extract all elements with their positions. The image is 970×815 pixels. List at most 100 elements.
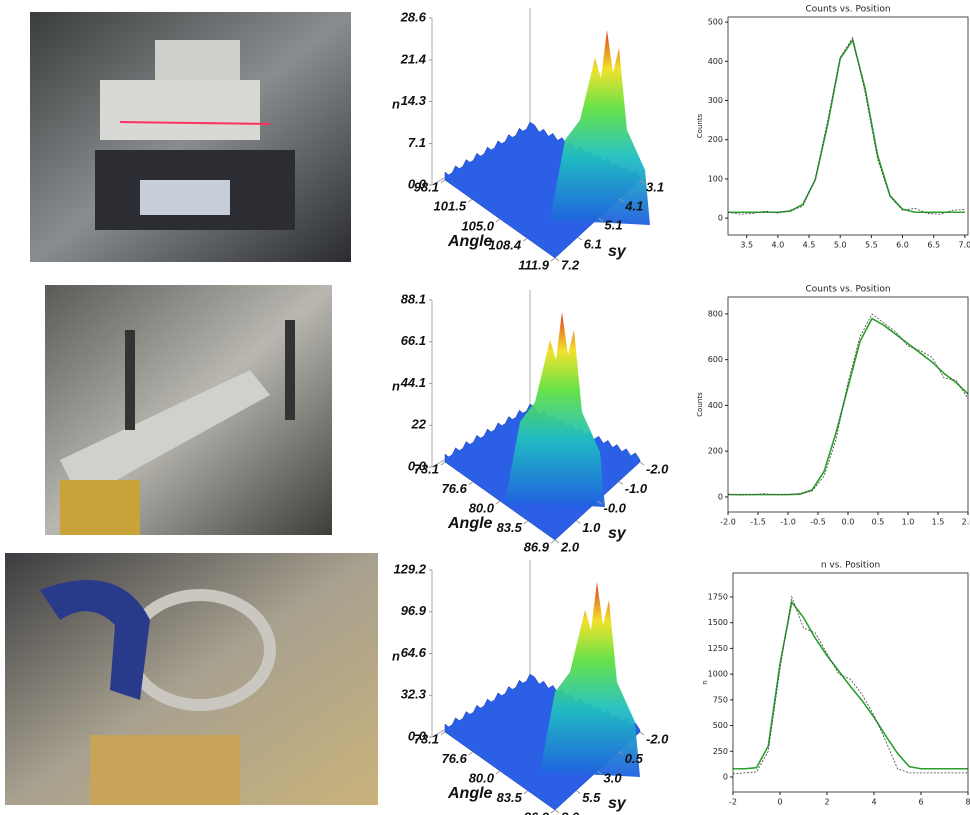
- z-axis-label: n: [392, 648, 400, 663]
- data-line: [728, 38, 965, 214]
- z-tick-label: 96.9: [401, 603, 427, 618]
- x-tick-label: -0.5: [810, 518, 826, 527]
- plot-frame: [728, 17, 968, 235]
- y-tick-label: 0: [718, 214, 723, 223]
- x-tick-label: 3.5: [740, 241, 753, 250]
- x-tick-label: 4.5: [803, 241, 816, 250]
- x-tick-label: 98.1: [414, 179, 439, 194]
- y-tick: [619, 482, 623, 485]
- y-tick: [578, 237, 582, 240]
- y-axis-label: sy: [608, 525, 627, 542]
- y-tick-label: 400: [708, 401, 723, 410]
- z-tick-label: 44.1: [400, 375, 426, 390]
- x-tick-label: 105.0: [461, 218, 494, 233]
- y-tick-label: 100: [708, 174, 723, 183]
- y-tick-label: 200: [708, 135, 723, 144]
- y-axis-label: Counts: [696, 392, 704, 417]
- y-tick-label: 250: [713, 747, 728, 756]
- x-tick: [441, 462, 445, 465]
- x-tick-label: 80.0: [469, 770, 495, 785]
- y-tick-label: 500: [708, 18, 723, 27]
- x-tick-label: 0: [777, 798, 782, 807]
- x-axis-label: Angle: [447, 233, 493, 250]
- plot-frame: [733, 573, 968, 792]
- x-tick: [496, 501, 500, 504]
- z-axis-label: n: [392, 96, 400, 111]
- x-tick-label: 80.0: [469, 500, 495, 515]
- y-tick-label: 1750: [708, 592, 728, 601]
- x-tick: [468, 199, 472, 202]
- data-line: [728, 314, 968, 495]
- y-tick-label: 0: [718, 492, 723, 501]
- chart-title: n vs. Position: [821, 561, 880, 571]
- y-tick-label: 7.2: [561, 257, 580, 272]
- y-tick: [640, 462, 644, 465]
- y-tick-label: 750: [713, 695, 728, 704]
- x-tick-label: 83.5: [497, 790, 523, 805]
- y-tick-label: 3.0: [604, 770, 623, 785]
- x-tick-label: -2: [729, 798, 737, 807]
- x-tick-label: 6.0: [896, 241, 909, 250]
- x-tick-label: 1.5: [932, 518, 945, 527]
- data-line: [728, 40, 965, 212]
- data-line: [728, 319, 968, 495]
- x-tick: [496, 219, 500, 222]
- x-tick-label: 111.9: [518, 257, 549, 272]
- x-tick-label: 0.5: [872, 518, 885, 527]
- surface-peak: [550, 30, 650, 225]
- y-tick-label: 1.0: [582, 520, 601, 535]
- y-tick-label: -2.0: [646, 461, 669, 476]
- z-tick-label: 22: [411, 417, 427, 432]
- photo: [5, 553, 378, 805]
- y-tick: [555, 258, 559, 261]
- y-tick: [576, 521, 580, 524]
- surface-peak: [540, 582, 640, 777]
- x-tick: [441, 732, 445, 735]
- y-tick-label: 1500: [708, 618, 728, 627]
- z-tick-label: 28.6: [400, 9, 427, 24]
- x-axis-label: Angle: [447, 515, 493, 532]
- x-tick: [551, 540, 555, 543]
- z-tick-label: 21.4: [400, 51, 427, 66]
- x-tick-label: 76.6: [442, 481, 468, 496]
- y-tick-label: 200: [708, 447, 723, 456]
- y-axis-label: n: [701, 680, 709, 684]
- figure: 0.07.114.321.428.698.1101.5105.0108.4111…: [0, 0, 970, 815]
- z-tick-label: 7.1: [408, 135, 426, 150]
- y-tick: [576, 791, 580, 794]
- x-tick-label: 101.5: [434, 199, 467, 214]
- y-tick-label: 0: [723, 772, 728, 781]
- x-tick-label: 86.9: [524, 539, 550, 554]
- x-tick-label: 8: [965, 798, 970, 807]
- x-tick-label: 108.4: [489, 238, 522, 253]
- z-tick-label: 14.3: [401, 93, 427, 108]
- y-tick: [640, 732, 644, 735]
- z-tick-label: 64.6: [401, 645, 427, 660]
- z-tick-label: 129.2: [393, 561, 426, 576]
- z-axis-label: n: [392, 378, 400, 393]
- photo: [30, 12, 351, 262]
- y-tick-label: 3.1: [646, 179, 664, 194]
- x-tick-label: 4: [871, 798, 876, 807]
- x-tick: [523, 238, 527, 241]
- z-tick-label: 66.1: [401, 333, 426, 348]
- y-tick-label: 2.0: [560, 539, 580, 554]
- y-axis-label: sy: [608, 243, 627, 260]
- y-tick-label: -1.0: [625, 481, 648, 496]
- chart-title: Counts vs. Position: [805, 5, 890, 15]
- y-tick-label: 800: [708, 309, 723, 318]
- x-tick-label: 5.0: [834, 241, 847, 250]
- y-tick: [555, 540, 559, 543]
- x-tick-label: 2.0: [962, 518, 970, 527]
- x-tick-label: 6.5: [927, 241, 940, 250]
- x-tick-label: -2.0: [720, 518, 736, 527]
- x-tick-label: -1.0: [780, 518, 796, 527]
- x-tick-label: 1.0: [902, 518, 915, 527]
- x-tick-label: 76.6: [442, 751, 468, 766]
- x-tick: [551, 810, 555, 813]
- x-tick: [551, 258, 555, 261]
- z-tick-label: 32.3: [401, 687, 427, 702]
- y-tick-label: 5.5: [582, 790, 601, 805]
- surface-peak: [505, 312, 605, 507]
- x-tick-label: 4.0: [772, 241, 785, 250]
